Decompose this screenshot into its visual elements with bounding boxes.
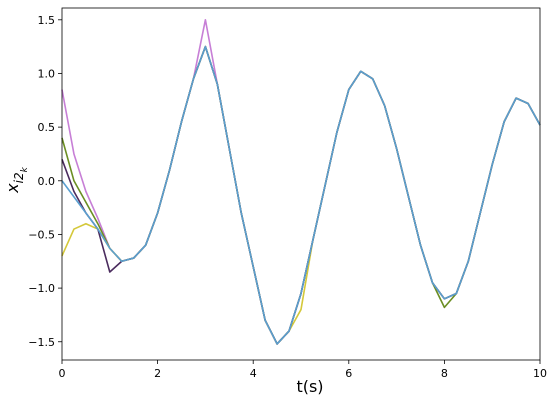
series-line <box>61 45 541 345</box>
series-line <box>61 45 541 345</box>
y-tick-label: 1.0 <box>38 67 56 80</box>
x-tick-label: 0 <box>59 367 66 380</box>
x-tick-label: 6 <box>345 367 352 380</box>
y-tick-label: −0.5 <box>28 228 55 241</box>
x-axis-label: t(s) <box>296 377 323 396</box>
x-tick-label: 8 <box>441 367 448 380</box>
y-label-sub: i2 <box>12 172 26 183</box>
series-line <box>61 45 541 345</box>
y-tick-label: 1.5 <box>38 14 56 27</box>
x-tick-label: 10 <box>533 367 547 380</box>
plot-frame <box>61 7 541 361</box>
series-line <box>61 45 541 345</box>
y-tick-label: 0.5 <box>38 121 56 134</box>
y-tick-label: −1.5 <box>28 336 55 349</box>
x-tick-label: 2 <box>154 367 161 380</box>
y-axis-label: xi2k <box>3 166 30 193</box>
y-tick-label: 0.0 <box>38 175 56 188</box>
y-tick-label: −1.0 <box>28 282 55 295</box>
y-label-subsub: k <box>20 166 30 172</box>
x-tick-label: 4 <box>250 367 257 380</box>
y-label-main: x <box>3 183 22 194</box>
